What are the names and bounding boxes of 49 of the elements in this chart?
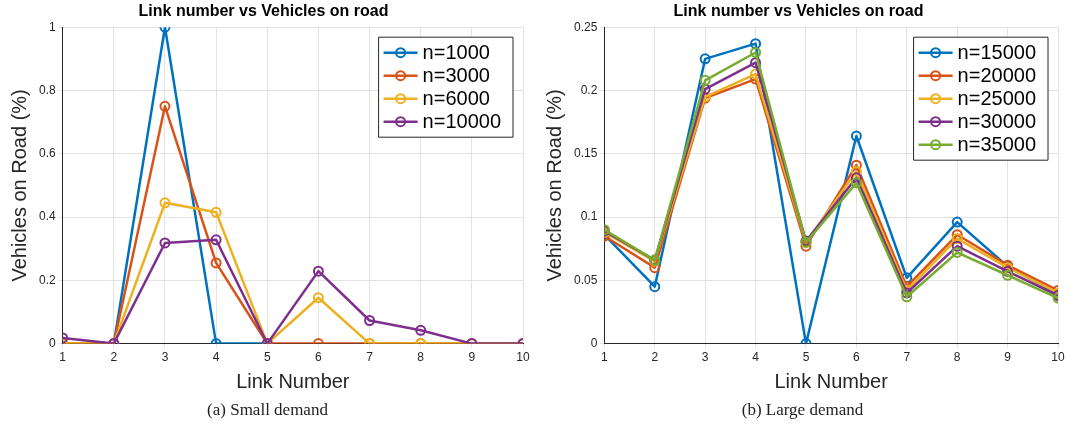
x-tick-label: 5 [802, 350, 810, 365]
x-tick-label: 2 [651, 350, 659, 365]
y-axis-title: Vehicles on Road (%) [542, 89, 565, 282]
legend-label: n=15000 [957, 41, 1036, 64]
chart-title: Link number vs Vehicles on road [138, 2, 389, 20]
x-tick-label: 8 [417, 350, 425, 365]
y-tick-label: 0.05 [574, 272, 598, 287]
y-tick-label: 0.2 [38, 272, 56, 287]
x-tick-label: 7 [366, 350, 374, 365]
text: (a) Small demand [206, 400, 329, 420]
x-tick-label: 5 [263, 350, 271, 365]
legend-label: n=1000 [422, 41, 490, 64]
legend-label: n=3000 [422, 64, 490, 87]
x-tick-label: 1 [59, 350, 67, 365]
x-tick-label: 4 [752, 350, 760, 365]
y-tick-label: 0.2 [580, 82, 598, 97]
legend-label: n=20000 [957, 64, 1036, 87]
y-tick-label: 1 [48, 19, 56, 34]
x-tick-label: 9 [468, 350, 476, 365]
x-tick-label: 10 [516, 350, 530, 365]
y-tick-label: 0.25 [574, 19, 598, 34]
y-tick-label: 0.8 [38, 82, 56, 97]
legend-label: n=25000 [957, 87, 1036, 110]
legend-label: n=10000 [422, 110, 501, 133]
y-axis-title: Vehicles on Road (%) [7, 89, 30, 282]
x-tick-label: 3 [161, 350, 169, 365]
y-tick-label: 0.6 [38, 146, 56, 161]
chart-title: Link number vs Vehicles on road [673, 2, 924, 20]
x-tick-label: 10 [1051, 350, 1065, 365]
y-tick-label: 0.15 [574, 146, 598, 161]
x-axis-title: Link Number [236, 369, 350, 392]
legend-label: n=30000 [957, 110, 1036, 133]
y-tick-label: 0.4 [38, 209, 56, 224]
legend-label: n=6000 [422, 87, 490, 110]
x-axis-title: Link Number [774, 369, 889, 392]
x-tick-label: 7 [903, 350, 911, 365]
y-tick-label: 0 [590, 335, 598, 350]
x-tick-label: 4 [212, 350, 220, 365]
x-tick-label: 2 [110, 350, 118, 365]
x-tick-label: 3 [701, 350, 709, 365]
y-tick-label: 0.1 [580, 209, 598, 224]
legend-label: n=35000 [957, 133, 1036, 156]
x-tick-label: 1 [601, 350, 609, 365]
x-tick-label: 6 [853, 350, 861, 365]
x-tick-label: 8 [953, 350, 961, 365]
x-tick-label: 9 [1004, 350, 1012, 365]
x-tick-label: 6 [315, 350, 323, 365]
text: (b) Large demand [740, 400, 865, 420]
y-tick-label: 0 [48, 335, 56, 350]
